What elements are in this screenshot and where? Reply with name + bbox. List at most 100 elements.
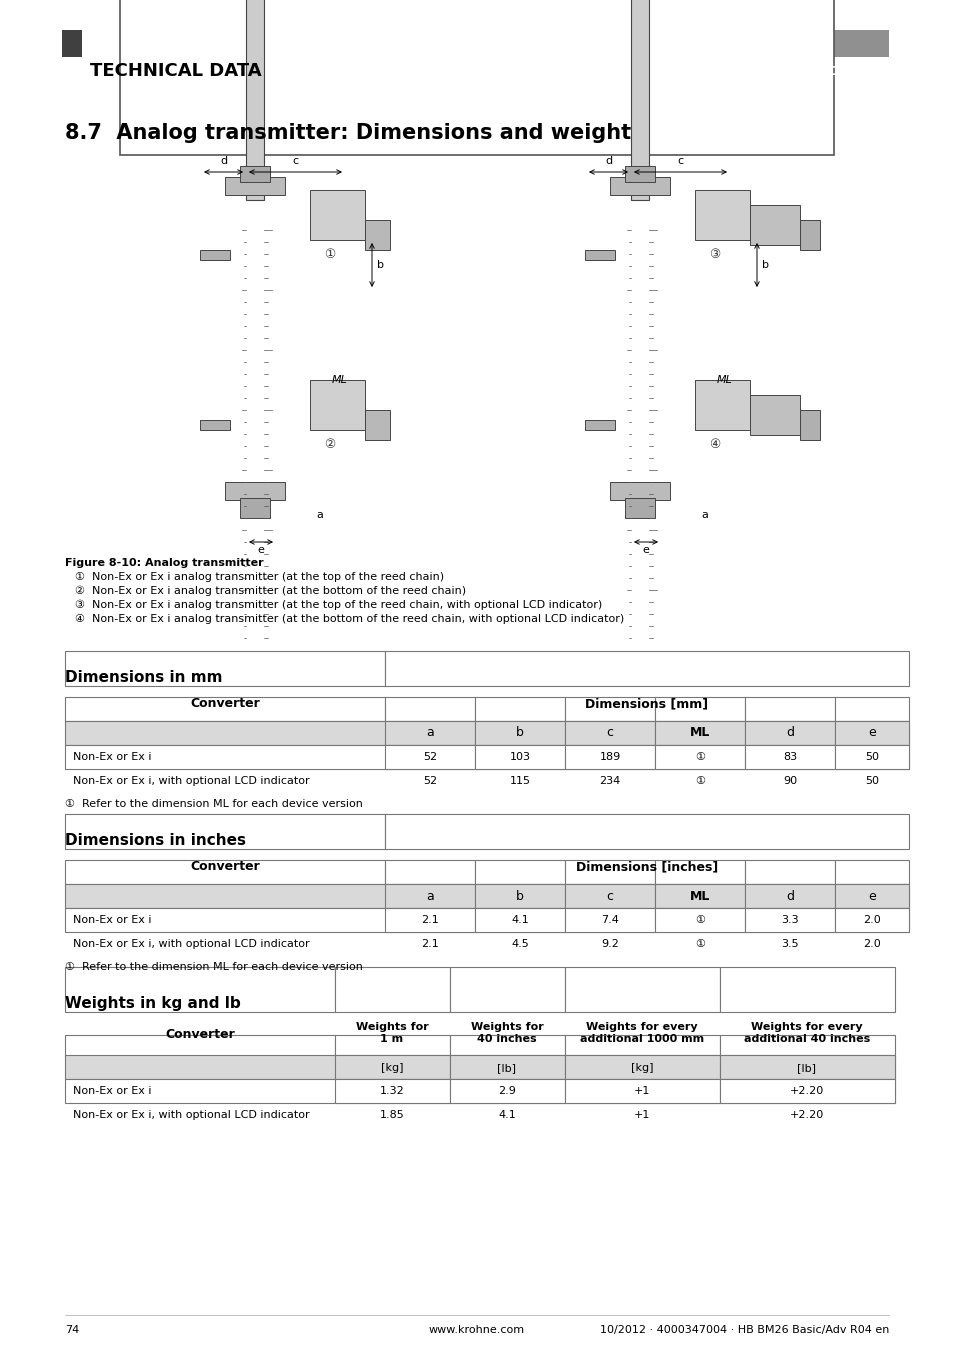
Bar [385, 651, 908, 686]
Text: Non-Ex or Ex i: Non-Ex or Ex i [73, 1086, 152, 1096]
Bar [800, 220, 820, 250]
Text: 2.9: 2.9 [497, 1086, 516, 1096]
Bar [749, 205, 800, 245]
Bar [65, 1055, 894, 1079]
Text: 2.1: 2.1 [420, 915, 438, 925]
Bar [299, 30, 888, 57]
Text: 52: 52 [422, 775, 436, 786]
Text: e: e [642, 544, 649, 555]
Text: b: b [761, 259, 768, 270]
Bar [385, 744, 475, 769]
Bar [65, 744, 908, 769]
Bar [240, 166, 270, 182]
Bar [744, 861, 834, 884]
Text: a: a [700, 509, 708, 520]
Text: Converter: Converter [190, 697, 259, 711]
Bar [62, 30, 82, 57]
Bar [564, 908, 655, 932]
Bar [450, 1079, 564, 1102]
Bar [695, 380, 749, 430]
Bar [584, 420, 615, 430]
Bar [240, 499, 270, 517]
Bar [584, 250, 615, 259]
Text: 1 m: 1 m [380, 1034, 403, 1044]
Text: ④  Non-Ex or Ex i analog transmitter (at the bottom of the reed chain, with opti: ④ Non-Ex or Ex i analog transmitter (at … [75, 613, 623, 624]
Text: [kg]: [kg] [380, 1063, 403, 1073]
Text: 1.32: 1.32 [379, 1086, 404, 1096]
Bar [200, 250, 230, 259]
Bar [385, 884, 475, 908]
Bar [720, 1079, 894, 1102]
Text: Non-Ex or Ex i: Non-Ex or Ex i [73, 753, 152, 762]
Text: 52: 52 [422, 753, 436, 762]
Text: Dimensions [inches]: Dimensions [inches] [576, 861, 718, 873]
Bar [65, 651, 385, 686]
Text: [lb]: [lb] [797, 1063, 816, 1073]
Bar [630, 0, 648, 200]
Text: ②  Non-Ex or Ex i analog transmitter (at the bottom of the reed chain): ② Non-Ex or Ex i analog transmitter (at … [75, 586, 466, 596]
Bar [335, 1079, 450, 1102]
Text: ①: ① [695, 753, 704, 762]
Bar [564, 1079, 720, 1102]
Bar [365, 409, 390, 440]
Text: +2.20: +2.20 [789, 1111, 823, 1120]
Text: 50: 50 [864, 753, 878, 762]
Text: b: b [516, 727, 523, 739]
Bar [65, 1079, 894, 1102]
Bar [385, 721, 475, 744]
Bar [450, 1035, 564, 1056]
Text: ①  Non-Ex or Ex i analog transmitter (at the top of the reed chain): ① Non-Ex or Ex i analog transmitter (at … [75, 571, 444, 582]
Bar [335, 1055, 450, 1079]
Bar [834, 697, 908, 721]
Text: d: d [785, 889, 793, 902]
Bar [65, 861, 385, 884]
Bar [744, 697, 834, 721]
Bar [564, 861, 655, 884]
Bar [834, 861, 908, 884]
Bar [609, 177, 669, 195]
Bar [800, 409, 820, 440]
Bar [834, 884, 908, 908]
Bar [834, 744, 908, 769]
Text: 4.5: 4.5 [511, 939, 528, 948]
Bar [564, 697, 655, 721]
Bar [310, 380, 365, 430]
Text: ①: ① [324, 249, 335, 262]
Text: 2.1: 2.1 [420, 939, 438, 948]
Text: 3.5: 3.5 [781, 939, 798, 948]
Text: 9.2: 9.2 [600, 939, 618, 948]
Text: e: e [257, 544, 264, 555]
Text: ③  Non-Ex or Ex i analog transmitter (at the top of the reed chain, with optiona: ③ Non-Ex or Ex i analog transmitter (at … [75, 600, 601, 611]
Bar [225, 482, 285, 500]
Bar [65, 967, 335, 1012]
Text: c: c [677, 155, 683, 166]
Text: Non-Ex or Ex i, with optional LCD indicator: Non-Ex or Ex i, with optional LCD indica… [73, 775, 310, 786]
Text: [kg]: [kg] [630, 1063, 653, 1073]
Bar [655, 744, 744, 769]
Bar [564, 884, 655, 908]
Text: Non-Ex or Ex i, with optional LCD indicator: Non-Ex or Ex i, with optional LCD indica… [73, 1111, 310, 1120]
Text: ②: ② [324, 439, 335, 451]
Bar [385, 861, 475, 884]
Text: Dimensions in mm: Dimensions in mm [65, 670, 222, 685]
Text: +1: +1 [633, 1086, 650, 1096]
Text: 4.1: 4.1 [511, 915, 528, 925]
Text: +1: +1 [633, 1111, 650, 1120]
Bar [624, 166, 655, 182]
Bar [200, 420, 230, 430]
Bar [475, 744, 564, 769]
Bar [450, 967, 564, 1012]
Bar [655, 884, 744, 908]
Bar [365, 220, 390, 250]
Text: b: b [516, 889, 523, 902]
Bar [475, 861, 564, 884]
Text: 234: 234 [598, 775, 620, 786]
Bar [65, 884, 908, 908]
Text: Figure 8-10: Analog transmitter: Figure 8-10: Analog transmitter [65, 558, 263, 567]
Text: a: a [316, 509, 323, 520]
Bar [720, 1055, 894, 1079]
Bar [564, 1035, 720, 1056]
Text: Converter: Converter [190, 861, 259, 873]
Bar [655, 721, 744, 744]
Bar [65, 721, 908, 744]
